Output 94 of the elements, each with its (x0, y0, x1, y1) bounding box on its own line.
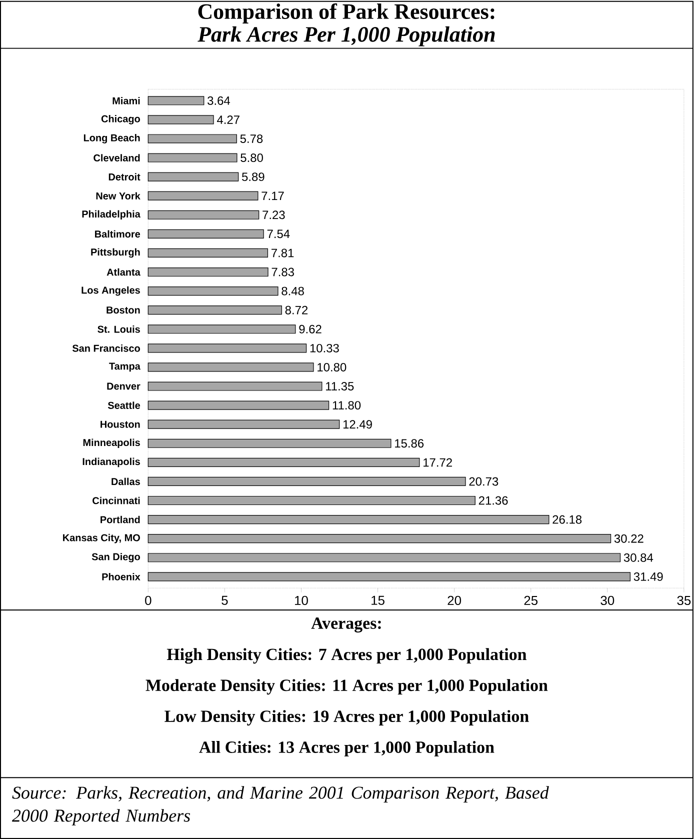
y-tick-label: Pittsburgh (90, 248, 140, 258)
data-label: 11.35 (326, 382, 354, 390)
data-label: 8.48 (281, 286, 304, 296)
bar (148, 134, 237, 144)
bar (148, 191, 258, 200)
y-tick-label: Long Beach (84, 134, 140, 144)
bar (148, 172, 238, 182)
y-tick-label: Baltimore (94, 230, 140, 238)
y-tick-label: Phoenix (102, 573, 140, 580)
text: All Cities: 13 Acres per 1,000 Population (198, 741, 494, 756)
y-tick-label: Boston (106, 306, 140, 314)
data-label: 3.64 (207, 96, 230, 105)
bar (148, 229, 264, 238)
x-tick-label: 20 (448, 596, 461, 606)
y-tick-label: San Francisco (72, 344, 140, 352)
y-tick-label: Cincinnati (92, 496, 140, 504)
bar (148, 476, 466, 486)
chart-title: Comparison of Park Resources: (198, 3, 494, 24)
bar (148, 458, 420, 467)
bar (148, 438, 392, 448)
bar (148, 553, 620, 562)
data-label: 17.72 (423, 458, 452, 467)
y-tick-label: Los Angeles (81, 286, 140, 296)
x-tick-label: 0 (144, 596, 152, 606)
y-tick-label: Miami (112, 96, 140, 104)
bar (148, 210, 259, 220)
text: Averages: (311, 618, 381, 632)
x-tick-label: 5 (221, 596, 228, 605)
text: High Density Cities: 7 Acres per 1,000 Population (166, 648, 526, 664)
data-label: 7.17 (261, 192, 284, 200)
y-tick-label: Atlanta (106, 268, 140, 276)
bar (148, 382, 322, 391)
bar (148, 400, 329, 410)
y-tick-label: Cleveland (93, 154, 140, 162)
data-label: 10.33 (310, 344, 339, 352)
bar (148, 324, 296, 334)
bar (148, 420, 340, 429)
bar (148, 115, 214, 124)
data-label: 21.36 (478, 496, 508, 505)
y-tick-label: Portland (100, 516, 140, 524)
bar (148, 248, 268, 258)
y-tick-label: San Diego (92, 552, 140, 562)
data-label: 31.49 (634, 572, 663, 581)
y-tick-label: Houston (100, 420, 140, 428)
y-tick-label: Seattle (108, 402, 140, 409)
bar (148, 515, 549, 524)
y-tick-label: Kansas City, MO (62, 534, 140, 544)
data-label: 7.54 (267, 230, 290, 238)
y-tick-label: Philadelphia (82, 210, 140, 220)
data-label: 5.89 (242, 172, 264, 182)
text: Moderate Density Cities: 11 Acres per 1,000 Population (146, 679, 548, 695)
y-tick-label: New York (96, 192, 140, 200)
x-tick-label: 25 (524, 596, 538, 606)
text: Low Density Cities: 19 Acres per 1,000 Population (164, 710, 529, 726)
x-tick-label: 30 (600, 596, 614, 606)
bar (148, 534, 611, 544)
data-label: 30.22 (614, 534, 644, 543)
bar (148, 267, 268, 277)
x-tick-label: 10 (294, 596, 308, 606)
data-label: 20.73 (469, 477, 498, 486)
y-tick-label: Tampa (108, 362, 140, 372)
bar (148, 572, 630, 582)
y-tick-label: Detroit (108, 173, 140, 180)
data-label: 30.84 (624, 553, 653, 562)
data-label: 7.83 (272, 268, 294, 276)
chart-subtitle: Park Acres Per 1,000 Population (197, 26, 494, 46)
y-tick-label: Indianapolis (82, 458, 140, 468)
data-label: 8.72 (285, 306, 308, 314)
data-label: 15.86 (394, 439, 424, 448)
bar (148, 344, 306, 353)
data-label: 4.27 (216, 116, 240, 124)
bar (148, 286, 278, 296)
data-label: 11.80 (332, 401, 360, 410)
bar (148, 496, 476, 506)
x-tick-label: 35 (676, 596, 690, 606)
y-tick-label: Minneapolis (83, 438, 140, 448)
data-label: 9.62 (298, 324, 322, 334)
data-label: 12.49 (343, 420, 372, 429)
source-note: Source: Parks, Recreation, and Marine 2001 Comparison Report, Based 2000 Reported Numbers (12, 786, 549, 826)
data-label: 10.80 (317, 362, 346, 372)
y-tick-label: Dallas (111, 478, 140, 486)
y-tick-label: St. Louis (97, 325, 140, 333)
bar (148, 96, 204, 106)
y-tick-label: Denver (106, 382, 140, 390)
data-label: 7.23 (262, 210, 285, 220)
data-label: 5.78 (240, 134, 262, 143)
bar (148, 306, 282, 315)
bar (148, 362, 314, 372)
y-tick-label: Chicago (101, 115, 140, 124)
x-tick-label: 15 (371, 596, 384, 605)
data-label: 5.80 (240, 154, 263, 162)
bar (148, 153, 238, 162)
data-label: 26.18 (552, 515, 582, 524)
data-label: 7.81 (271, 248, 294, 258)
